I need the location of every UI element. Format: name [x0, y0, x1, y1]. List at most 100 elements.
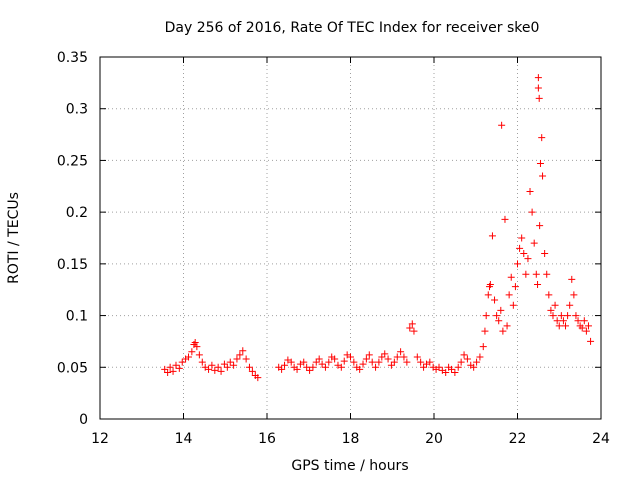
data-point — [534, 74, 542, 82]
data-point — [491, 296, 499, 304]
data-point — [164, 368, 172, 376]
data-point — [435, 363, 443, 371]
data-point — [526, 187, 534, 195]
data-point — [318, 360, 326, 368]
data-point — [384, 355, 392, 363]
data-point — [511, 283, 519, 291]
data-point — [530, 239, 538, 247]
data-point — [539, 172, 547, 180]
data-point — [486, 281, 494, 289]
data-point — [413, 353, 421, 361]
data-point — [337, 363, 345, 371]
data-point — [169, 367, 177, 375]
y-tick-label: 0.35 — [57, 50, 88, 66]
data-point — [488, 232, 496, 240]
data-point — [188, 348, 196, 356]
data-point — [557, 312, 565, 320]
data-point — [463, 355, 471, 363]
data-point — [426, 358, 434, 366]
data-point — [195, 351, 203, 359]
data-point — [473, 358, 481, 366]
data-point — [408, 320, 416, 328]
data-point — [498, 121, 506, 129]
data-point — [538, 134, 546, 142]
data-point — [457, 358, 465, 366]
data-point — [535, 94, 543, 102]
data-point — [417, 358, 425, 366]
data-point — [191, 338, 199, 346]
data-point — [223, 363, 231, 371]
data-point — [175, 364, 183, 372]
data-point — [562, 322, 570, 330]
data-point — [460, 351, 468, 359]
data-points — [161, 74, 595, 382]
data-point — [365, 351, 373, 359]
data-point — [507, 273, 515, 281]
data-point — [578, 324, 586, 332]
data-point — [518, 234, 526, 242]
data-point — [587, 337, 595, 345]
data-point — [543, 270, 551, 278]
data-point — [198, 358, 206, 366]
y-tick-label: 0.3 — [66, 102, 88, 118]
data-point — [484, 291, 492, 299]
data-point — [178, 358, 186, 366]
x-tick-label: 14 — [175, 431, 193, 447]
data-point — [359, 360, 367, 368]
data-point — [350, 358, 358, 366]
data-point — [278, 365, 286, 373]
y-axis-label: ROTI / TECUs — [6, 192, 22, 284]
data-point — [534, 281, 542, 289]
data-point — [532, 270, 540, 278]
data-point — [442, 368, 450, 376]
data-point — [331, 355, 339, 363]
data-point — [584, 322, 592, 330]
grid-lines — [100, 57, 601, 419]
data-point — [287, 358, 295, 366]
axis-ticks — [99, 56, 602, 420]
data-point — [254, 374, 262, 382]
data-point — [397, 348, 405, 356]
data-point — [524, 255, 532, 263]
data-point — [536, 222, 544, 230]
x-tick-label: 22 — [509, 431, 527, 447]
data-point — [239, 347, 247, 355]
data-point — [236, 351, 244, 359]
data-point — [381, 350, 389, 358]
data-point — [582, 327, 590, 335]
data-point — [516, 244, 524, 252]
data-point — [172, 361, 180, 369]
x-axis-label: GPS time / hours — [291, 458, 408, 474]
data-point — [356, 365, 364, 373]
data-point — [495, 317, 503, 325]
data-point — [520, 250, 528, 258]
data-point — [245, 363, 253, 371]
data-point — [325, 358, 333, 366]
data-point — [501, 215, 509, 223]
data-point — [566, 301, 574, 309]
y-tick-label: 0.1 — [66, 309, 88, 325]
data-point — [378, 353, 386, 361]
data-point — [568, 275, 576, 283]
data-point — [300, 358, 308, 366]
data-point — [574, 317, 582, 325]
y-tick-label: 0.05 — [57, 360, 88, 376]
data-point — [306, 366, 314, 374]
data-point — [570, 291, 578, 299]
data-point — [476, 353, 484, 361]
x-tick-label: 18 — [342, 431, 360, 447]
y-tick-label: 0.15 — [57, 257, 88, 273]
data-point — [559, 317, 567, 325]
data-point — [505, 291, 513, 299]
x-tick-label: 20 — [425, 431, 443, 447]
data-point — [503, 322, 511, 330]
data-point — [547, 306, 555, 314]
data-point — [400, 353, 408, 361]
data-point — [451, 368, 459, 376]
data-point — [226, 358, 234, 366]
data-point — [551, 301, 559, 309]
y-tick-label: 0.25 — [57, 153, 88, 169]
data-point — [555, 322, 563, 330]
data-point — [211, 366, 219, 374]
